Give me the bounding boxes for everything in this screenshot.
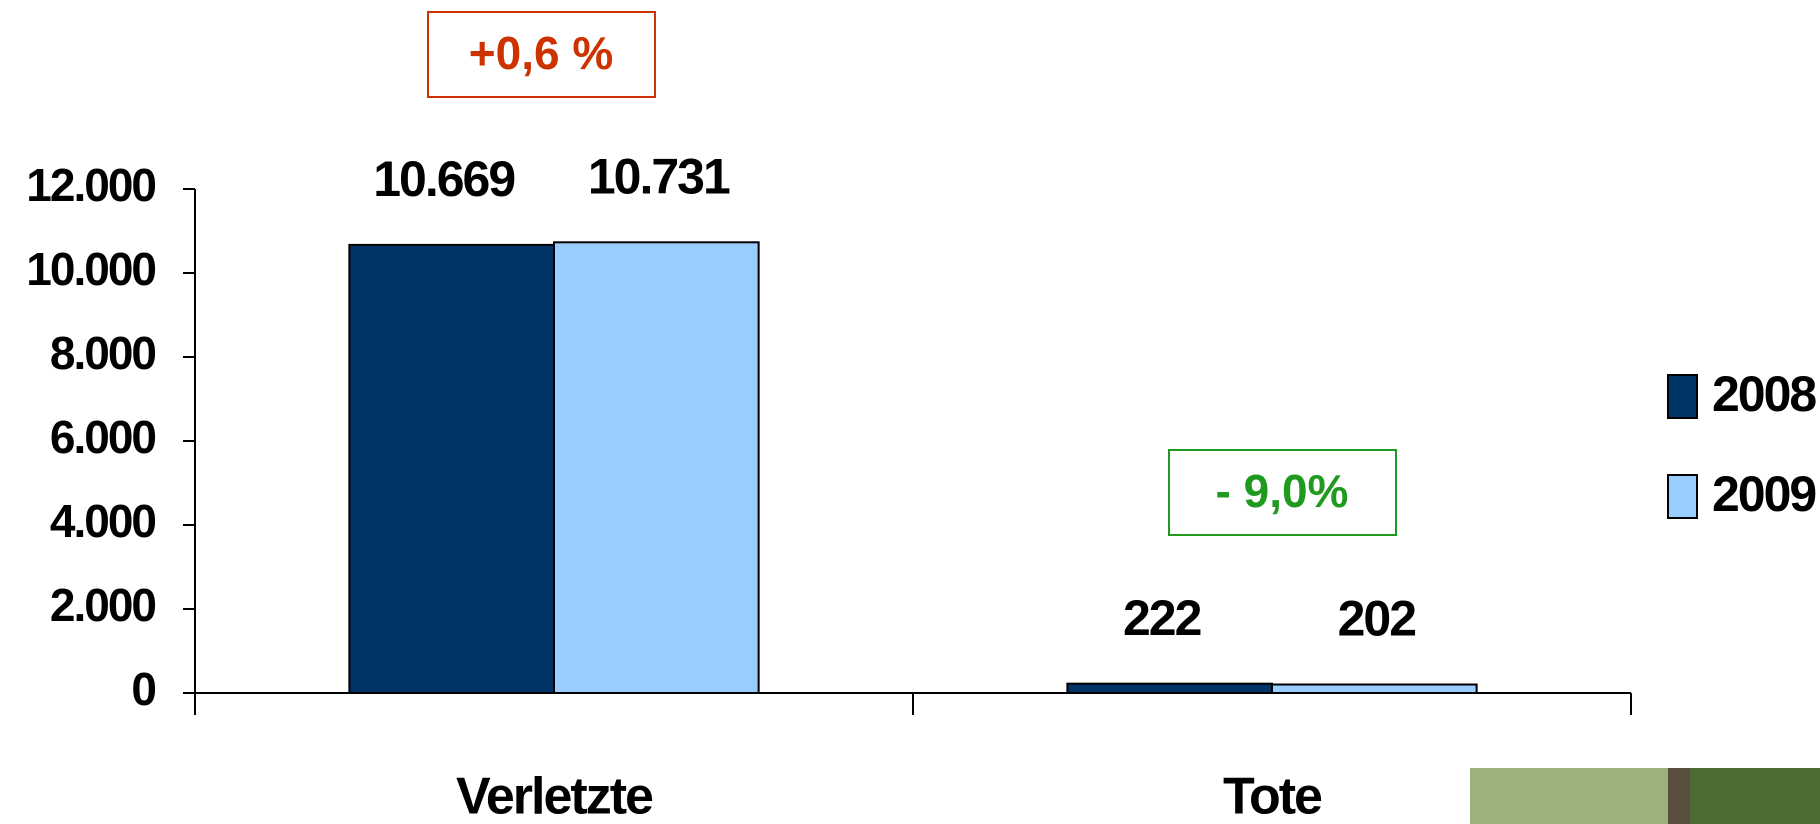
x-tick-label: Verletzte	[456, 768, 653, 824]
value-label: 222	[1123, 590, 1201, 646]
bar	[1067, 684, 1272, 693]
annotation: - 9,0%	[1216, 465, 1349, 517]
chart: 0 2.000 4.000 6.000 8.000 10.000 12.000 Verletz…	[0, 0, 1820, 824]
x-tick-label: Tote	[1223, 768, 1322, 824]
y-tick-label: 12.000	[26, 159, 155, 211]
value-label: 10.731	[588, 149, 730, 205]
legend-swatch	[1668, 475, 1697, 518]
bar	[554, 242, 759, 693]
photo	[1470, 768, 1820, 824]
legend-label: 2009	[1712, 466, 1815, 522]
y-tick-label: 6.000	[50, 411, 156, 463]
annotation: +0,6 %	[469, 27, 614, 79]
value-label: 202	[1338, 591, 1416, 647]
bar	[1272, 685, 1477, 693]
y-tick-label: 8.000	[50, 327, 156, 379]
legend-swatch	[1668, 375, 1697, 418]
y-tick-label: 0	[131, 663, 155, 715]
bar	[349, 245, 554, 693]
y-tick-label: 2.000	[50, 579, 156, 631]
legend-label: 2008	[1712, 366, 1816, 422]
y-tick-label: 4.000	[50, 495, 156, 547]
y-tick-label: 10.000	[26, 243, 155, 295]
value-label: 10.669	[373, 151, 514, 207]
